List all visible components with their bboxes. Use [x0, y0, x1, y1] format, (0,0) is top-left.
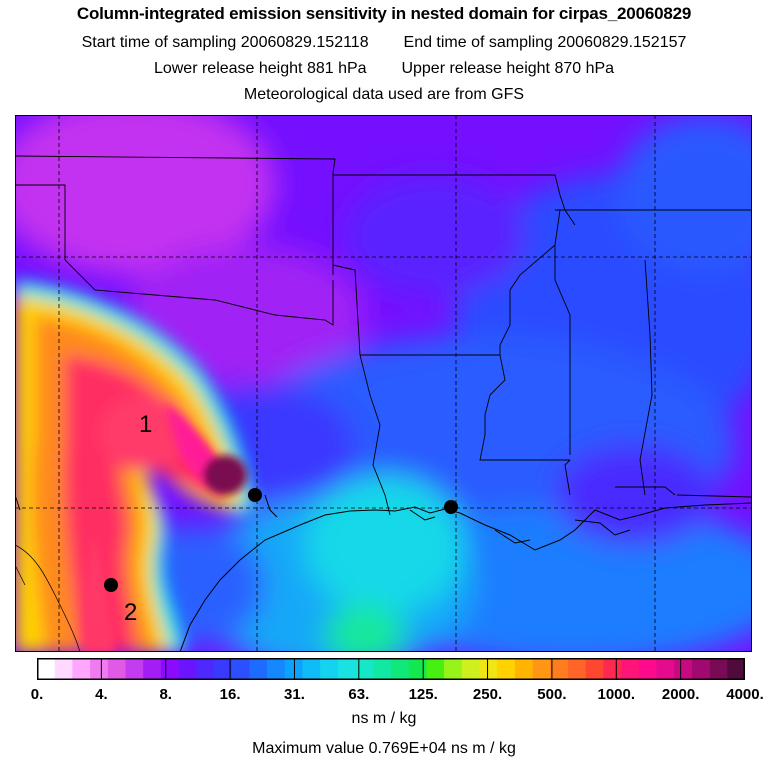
rivers — [15, 544, 81, 652]
colorbar-swatch — [249, 658, 268, 680]
colorbar-swatch — [72, 658, 91, 680]
lower-release-value: 881 hPa — [306, 60, 367, 77]
colorbar-tick-label: 4000. — [726, 686, 764, 703]
colorbar-swatch — [90, 658, 109, 680]
sensitivity-field-low — [15, 115, 752, 652]
colorbar-swatch — [37, 658, 55, 680]
maximum-value-label: Maximum value — [252, 740, 365, 757]
colorbar-tick-label: 0. — [30, 686, 44, 703]
colorbar-ticks: 0. 4. 8. 16. 31. 63. 125. 250. 500. 1000. 2000. 400… — [0, 686, 768, 706]
colorbar-tick-label: 16. — [219, 686, 241, 703]
colorbar-swatch — [408, 658, 427, 680]
sampling-times: Start time of sampling 20060829.152118 E… — [0, 34, 768, 52]
colorbar-swatch — [214, 658, 232, 680]
colorbar-swatch — [178, 658, 197, 680]
colorbar-tick-label: 2000. — [661, 686, 700, 703]
release-site-dot — [248, 488, 262, 502]
colorbar-swatch — [231, 658, 250, 680]
colorbar-swatch — [550, 658, 569, 680]
release-heights: Lower release height 881 hPa Upper relea… — [0, 60, 768, 78]
colorbar-units: ns m / kg — [351, 710, 417, 727]
colorbar-swatch — [656, 658, 675, 680]
colorbar-swatch — [107, 658, 126, 680]
colorbar-swatch — [355, 658, 374, 680]
colorbar-swatch — [337, 658, 356, 680]
colorbar-tick-label: 8. — [159, 686, 172, 703]
end-time-label: End time of sampling — [403, 34, 553, 51]
cluster-label-1: 1 — [139, 411, 152, 438]
colorbar-swatch — [302, 658, 321, 680]
plume-core — [83, 405, 247, 652]
colorbar-swatch — [479, 658, 498, 680]
end-time-value: 20060829.152157 — [557, 34, 687, 51]
colorbar-tick-label: 63. — [348, 686, 370, 703]
colorbar-swatch — [709, 658, 728, 680]
colorbar-swatch — [638, 658, 657, 680]
colorbar-tick-label: 1000. — [597, 686, 636, 703]
colorbar-tick-label: 125. — [408, 686, 438, 703]
colorbar-swatch — [568, 658, 586, 680]
lat-lon-grid — [15, 115, 752, 652]
meteorology-note: Meteorological data used are from GFS — [243, 86, 525, 103]
colorbar-swatch — [514, 658, 533, 680]
colorbar-swatch — [727, 658, 745, 680]
colorbar-swatch — [444, 658, 463, 680]
colorbar-swatch — [426, 658, 445, 680]
colorbar-swatch — [267, 658, 286, 680]
colorbar-swatch — [621, 658, 640, 680]
upper-release-value: 870 hPa — [554, 60, 615, 77]
colorbar-swatch — [54, 658, 73, 680]
colorbar-swatch — [160, 658, 179, 680]
colorbar-swatch — [196, 658, 215, 680]
colorbar-frame — [37, 658, 745, 680]
colorbar-swatch — [585, 658, 604, 680]
colorbar-swatch — [373, 658, 392, 680]
cluster-label-2: 2 — [124, 599, 137, 626]
release-site-dot — [444, 500, 458, 514]
coastline — [179, 494, 752, 652]
colorbar-swatch — [320, 658, 339, 680]
start-time-value: 20060829.152118 — [240, 34, 369, 51]
colorbar-tick-label: 500. — [537, 686, 567, 703]
start-time-label: Start time of sampling — [81, 34, 237, 51]
colorbar — [37, 658, 745, 680]
colorbar-tick-label: 250. — [472, 686, 503, 703]
colorbar-swatch — [674, 658, 693, 680]
colorbar-tick-label: 31. — [284, 686, 305, 703]
maximum-value: 0.769E+04 ns m / kg — [368, 740, 516, 757]
colorbar-swatch — [143, 658, 162, 680]
plot-title: Column-integrated emission sensitivity i… — [76, 4, 692, 23]
colorbar-swatch — [497, 658, 516, 680]
lower-release-label: Lower release height — [153, 60, 303, 77]
colorbar-swatch — [391, 658, 409, 680]
colorbar-swatch — [461, 658, 480, 680]
colorbar-swatch — [603, 658, 622, 680]
maximum-value-line: Maximum value 0.769E+04 ns m / kg — [0, 740, 768, 758]
colorbar-swatch — [532, 658, 551, 680]
colorbar-swatch — [125, 658, 144, 680]
colorbar-tick-label: 4. — [95, 686, 108, 703]
sensitivity-map: 1 2 — [15, 115, 752, 652]
colorbar-swatch — [284, 658, 303, 680]
colorbar-swatch — [691, 658, 710, 680]
upper-release-label: Upper release height — [401, 60, 550, 77]
state-boundaries — [15, 155, 752, 516]
cluster-dot — [104, 578, 118, 592]
map-frame — [15, 115, 752, 652]
